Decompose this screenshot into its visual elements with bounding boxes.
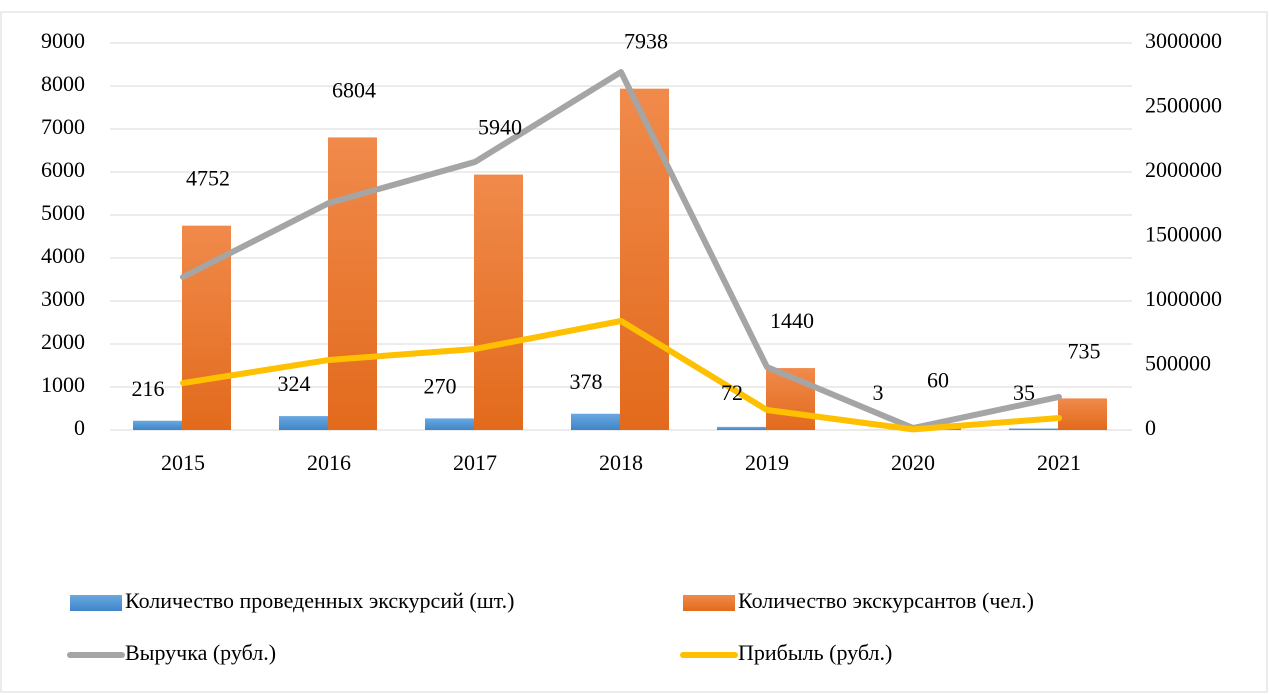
- y2-tick-label: 1500000: [1145, 222, 1222, 247]
- y2-tick-label: 1000000: [1145, 286, 1222, 311]
- y-tick-label: 5000: [41, 200, 85, 225]
- data-label: 4752: [186, 166, 230, 191]
- legend-label: Количество экскурсантов (чел.): [738, 588, 1034, 613]
- chart-frame: [0, 11, 1268, 693]
- bar: [571, 413, 620, 430]
- bar: [1058, 398, 1107, 430]
- bar: [133, 420, 182, 430]
- x-tick-label: 2019: [745, 450, 789, 475]
- data-label: 35: [1013, 380, 1035, 405]
- bar: [1009, 428, 1058, 430]
- bar: [328, 137, 377, 431]
- y2-tick-label: 2500000: [1145, 93, 1222, 118]
- data-label: 1440: [770, 308, 814, 333]
- y2-tick-label: 0: [1145, 415, 1156, 440]
- y-tick-label: 4000: [41, 243, 85, 268]
- data-label: 216: [132, 376, 165, 401]
- y-tick-label: 3000: [41, 286, 85, 311]
- y2-tick-label: 2000000: [1145, 157, 1222, 182]
- y-tick-label: 7000: [41, 114, 85, 139]
- y-tick-label: 1000: [41, 372, 85, 397]
- data-label: 7938: [624, 29, 668, 54]
- x-tick-label: 2020: [891, 450, 935, 475]
- x-tick-label: 2021: [1037, 450, 1081, 475]
- y2-tick-label: 500000: [1145, 351, 1211, 376]
- legend-label: Прибыль (рубл.): [738, 640, 892, 665]
- data-label: 6804: [332, 77, 376, 102]
- y-tick-label: 6000: [41, 157, 85, 182]
- legend-swatch: [70, 595, 122, 611]
- data-label: 324: [278, 371, 311, 396]
- y-tick-label: 0: [74, 415, 85, 440]
- data-label: 735: [1068, 338, 1101, 363]
- bar: [474, 174, 523, 430]
- x-tick-label: 2017: [453, 450, 497, 475]
- data-label: 5940: [478, 115, 522, 140]
- y2-tick-label: 3000000: [1145, 28, 1222, 53]
- y-tick-label: 9000: [41, 28, 85, 53]
- bar: [279, 416, 328, 430]
- y-tick-label: 8000: [41, 71, 85, 96]
- y-tick-label: 2000: [41, 329, 85, 354]
- data-label: 270: [424, 373, 457, 398]
- legend-label: Выручка (рубл.): [125, 640, 276, 665]
- data-label: 378: [570, 369, 603, 394]
- data-label: 3: [873, 380, 884, 405]
- x-tick-label: 2018: [599, 450, 643, 475]
- line-series: [180, 317, 1062, 433]
- data-label: 72: [721, 380, 743, 405]
- legend-label: Количество проведенных экскурсий (шт.): [125, 588, 514, 613]
- bar: [425, 418, 474, 430]
- data-label: 60: [927, 367, 949, 392]
- x-tick-label: 2016: [307, 450, 351, 475]
- x-tick-label: 2015: [161, 450, 205, 475]
- bar: [620, 88, 669, 430]
- legend-swatch: [683, 595, 735, 611]
- bar: [717, 426, 766, 430]
